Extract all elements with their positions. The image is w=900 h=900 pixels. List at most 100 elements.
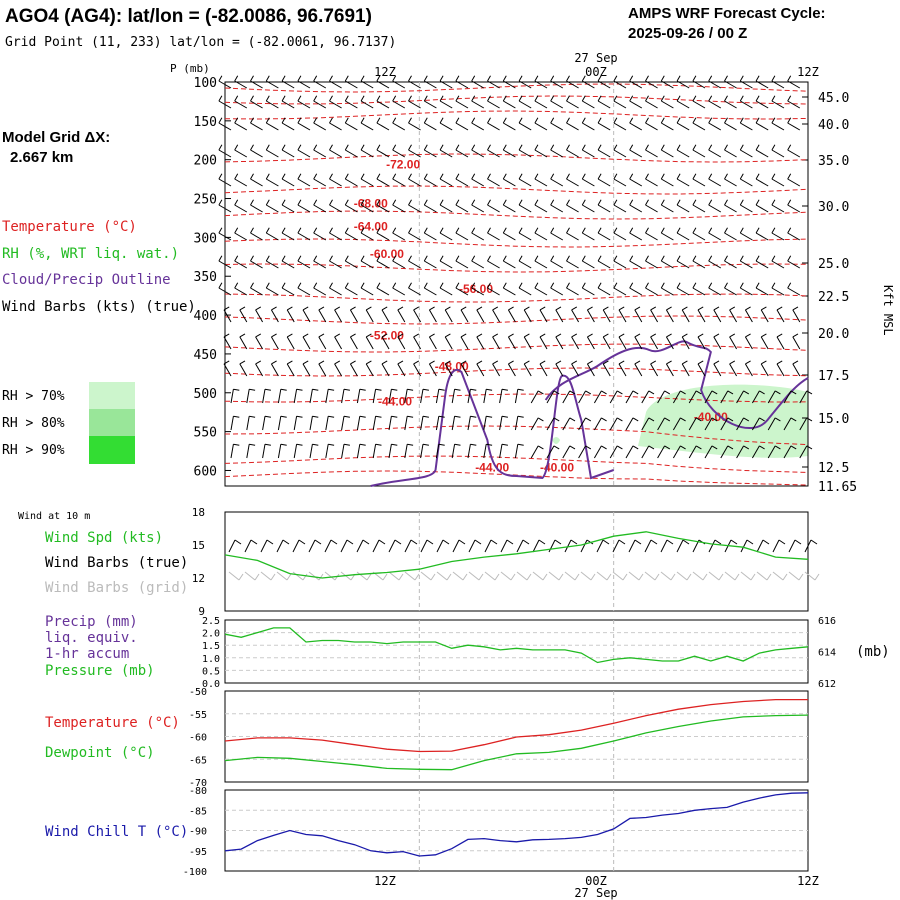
wind-barb xyxy=(329,100,342,109)
wind-barb-flag xyxy=(681,306,688,311)
wind-barb-flag xyxy=(680,390,686,395)
wind-barb xyxy=(676,80,690,89)
wind-barb xyxy=(760,363,769,377)
wind-barb xyxy=(420,389,424,404)
wind-barb-flag xyxy=(471,199,476,206)
wind-barb xyxy=(293,389,298,404)
wind-barb xyxy=(550,149,564,158)
wind-barb xyxy=(404,389,408,404)
wind-barb-flag xyxy=(460,360,467,365)
pressure-label: Pressure (mb) xyxy=(45,663,155,679)
wind-barb xyxy=(372,389,377,404)
wind-barb-flag xyxy=(471,75,476,82)
precip-label-1: Precip (mm) xyxy=(45,614,138,630)
wind10m-barb xyxy=(628,539,636,553)
wind-barb-flag xyxy=(250,227,254,234)
wind-barb-flag xyxy=(759,445,765,450)
wind-barb-flag xyxy=(566,117,570,124)
wind-barb-flag xyxy=(776,360,783,365)
wind-barb xyxy=(428,363,437,377)
wind-barb-flag xyxy=(739,282,744,289)
wind-barb-flag xyxy=(234,95,239,102)
wind10m-grid-barb xyxy=(676,571,688,581)
wind-barb-flag xyxy=(250,255,254,262)
wind-barb-flag xyxy=(581,199,586,206)
height-tick-label: 25.0 xyxy=(818,257,849,272)
wind-barb xyxy=(518,178,532,187)
wind10m-barb xyxy=(388,539,396,553)
wind-barb-flag xyxy=(713,360,720,365)
wind-barb xyxy=(625,390,634,404)
precip-ytick-label: 0.5 xyxy=(202,666,220,677)
wind10m-grid-barb-flag xyxy=(558,573,564,581)
chillp-series-0 xyxy=(224,792,809,857)
wind-barb xyxy=(618,336,627,350)
wind10m-barb-flag xyxy=(810,539,818,545)
wind-barb xyxy=(783,417,792,431)
wind-barb xyxy=(634,309,643,323)
wind-barb xyxy=(534,232,548,241)
wind-barb xyxy=(688,417,697,431)
wind-barb xyxy=(388,389,392,404)
wind-barb xyxy=(281,122,295,131)
wind-barb-flag xyxy=(376,199,381,206)
windp-frame xyxy=(224,511,809,612)
wind-barb-flag xyxy=(297,282,302,289)
wind-barb-flag xyxy=(392,144,397,151)
wind-barb-flag xyxy=(218,117,223,124)
wind-barb xyxy=(629,122,643,131)
wind-barb xyxy=(376,122,390,131)
wind-barb-flag xyxy=(692,255,697,262)
isotherm-line xyxy=(224,210,809,220)
wind-barb xyxy=(597,178,611,187)
wind-barb xyxy=(566,232,579,241)
wind-barb-flag xyxy=(664,417,671,422)
wind-barb-flag xyxy=(439,282,444,289)
wind-barb-flag xyxy=(634,360,641,365)
wind10m-barb xyxy=(532,539,540,553)
wind-barb xyxy=(546,417,555,431)
wind-barb xyxy=(250,80,263,89)
wind-barb-flag xyxy=(343,415,350,418)
wind-barb xyxy=(618,363,627,377)
wind-barb xyxy=(771,122,785,131)
wind-barb xyxy=(471,287,485,296)
wind-barb-flag xyxy=(328,415,335,418)
wind-barb-flag xyxy=(234,144,239,151)
isotherm-line xyxy=(224,263,809,273)
wind-barb xyxy=(692,122,706,131)
wind-barb-flag xyxy=(550,173,555,180)
pressure-tick-label: 300 xyxy=(194,231,217,246)
wind-barb-flag xyxy=(508,360,514,365)
wind-barb-flag xyxy=(587,333,593,338)
wind-barb xyxy=(460,336,469,350)
wind-barb-flag xyxy=(759,390,765,395)
wind-barb-flag xyxy=(444,306,451,311)
wind-barb xyxy=(578,445,587,459)
wind10m-barb-flag xyxy=(442,539,450,545)
wind-barb xyxy=(645,100,658,109)
wind-barb-flag xyxy=(264,415,271,418)
wind-barb-flag xyxy=(392,227,397,234)
wind-barb xyxy=(740,149,753,158)
wind-barb-flag xyxy=(239,306,246,311)
wind-barb xyxy=(313,287,327,296)
wind-barb-flag xyxy=(397,306,404,311)
wind-barb xyxy=(487,178,500,187)
wind-barb-flag xyxy=(471,255,476,262)
wind-barb xyxy=(681,336,690,350)
wind10m-grid-barb xyxy=(612,571,624,581)
wind-barb xyxy=(451,389,456,404)
wind-barb-flag xyxy=(255,306,262,311)
wind-barb-flag xyxy=(501,415,508,418)
wind-barb xyxy=(218,149,232,158)
windp-series-0 xyxy=(224,531,809,579)
wind-barb-flag xyxy=(360,117,365,124)
wind-barb xyxy=(546,445,555,459)
height-tick-label: 17.5 xyxy=(818,369,849,384)
wind-barb-flag xyxy=(708,75,713,82)
wind10m-grid-barb xyxy=(660,571,672,581)
wind-barb xyxy=(483,444,487,459)
wind-barb-flag xyxy=(360,227,365,234)
pressure-unit-label: (mb) xyxy=(856,644,890,660)
